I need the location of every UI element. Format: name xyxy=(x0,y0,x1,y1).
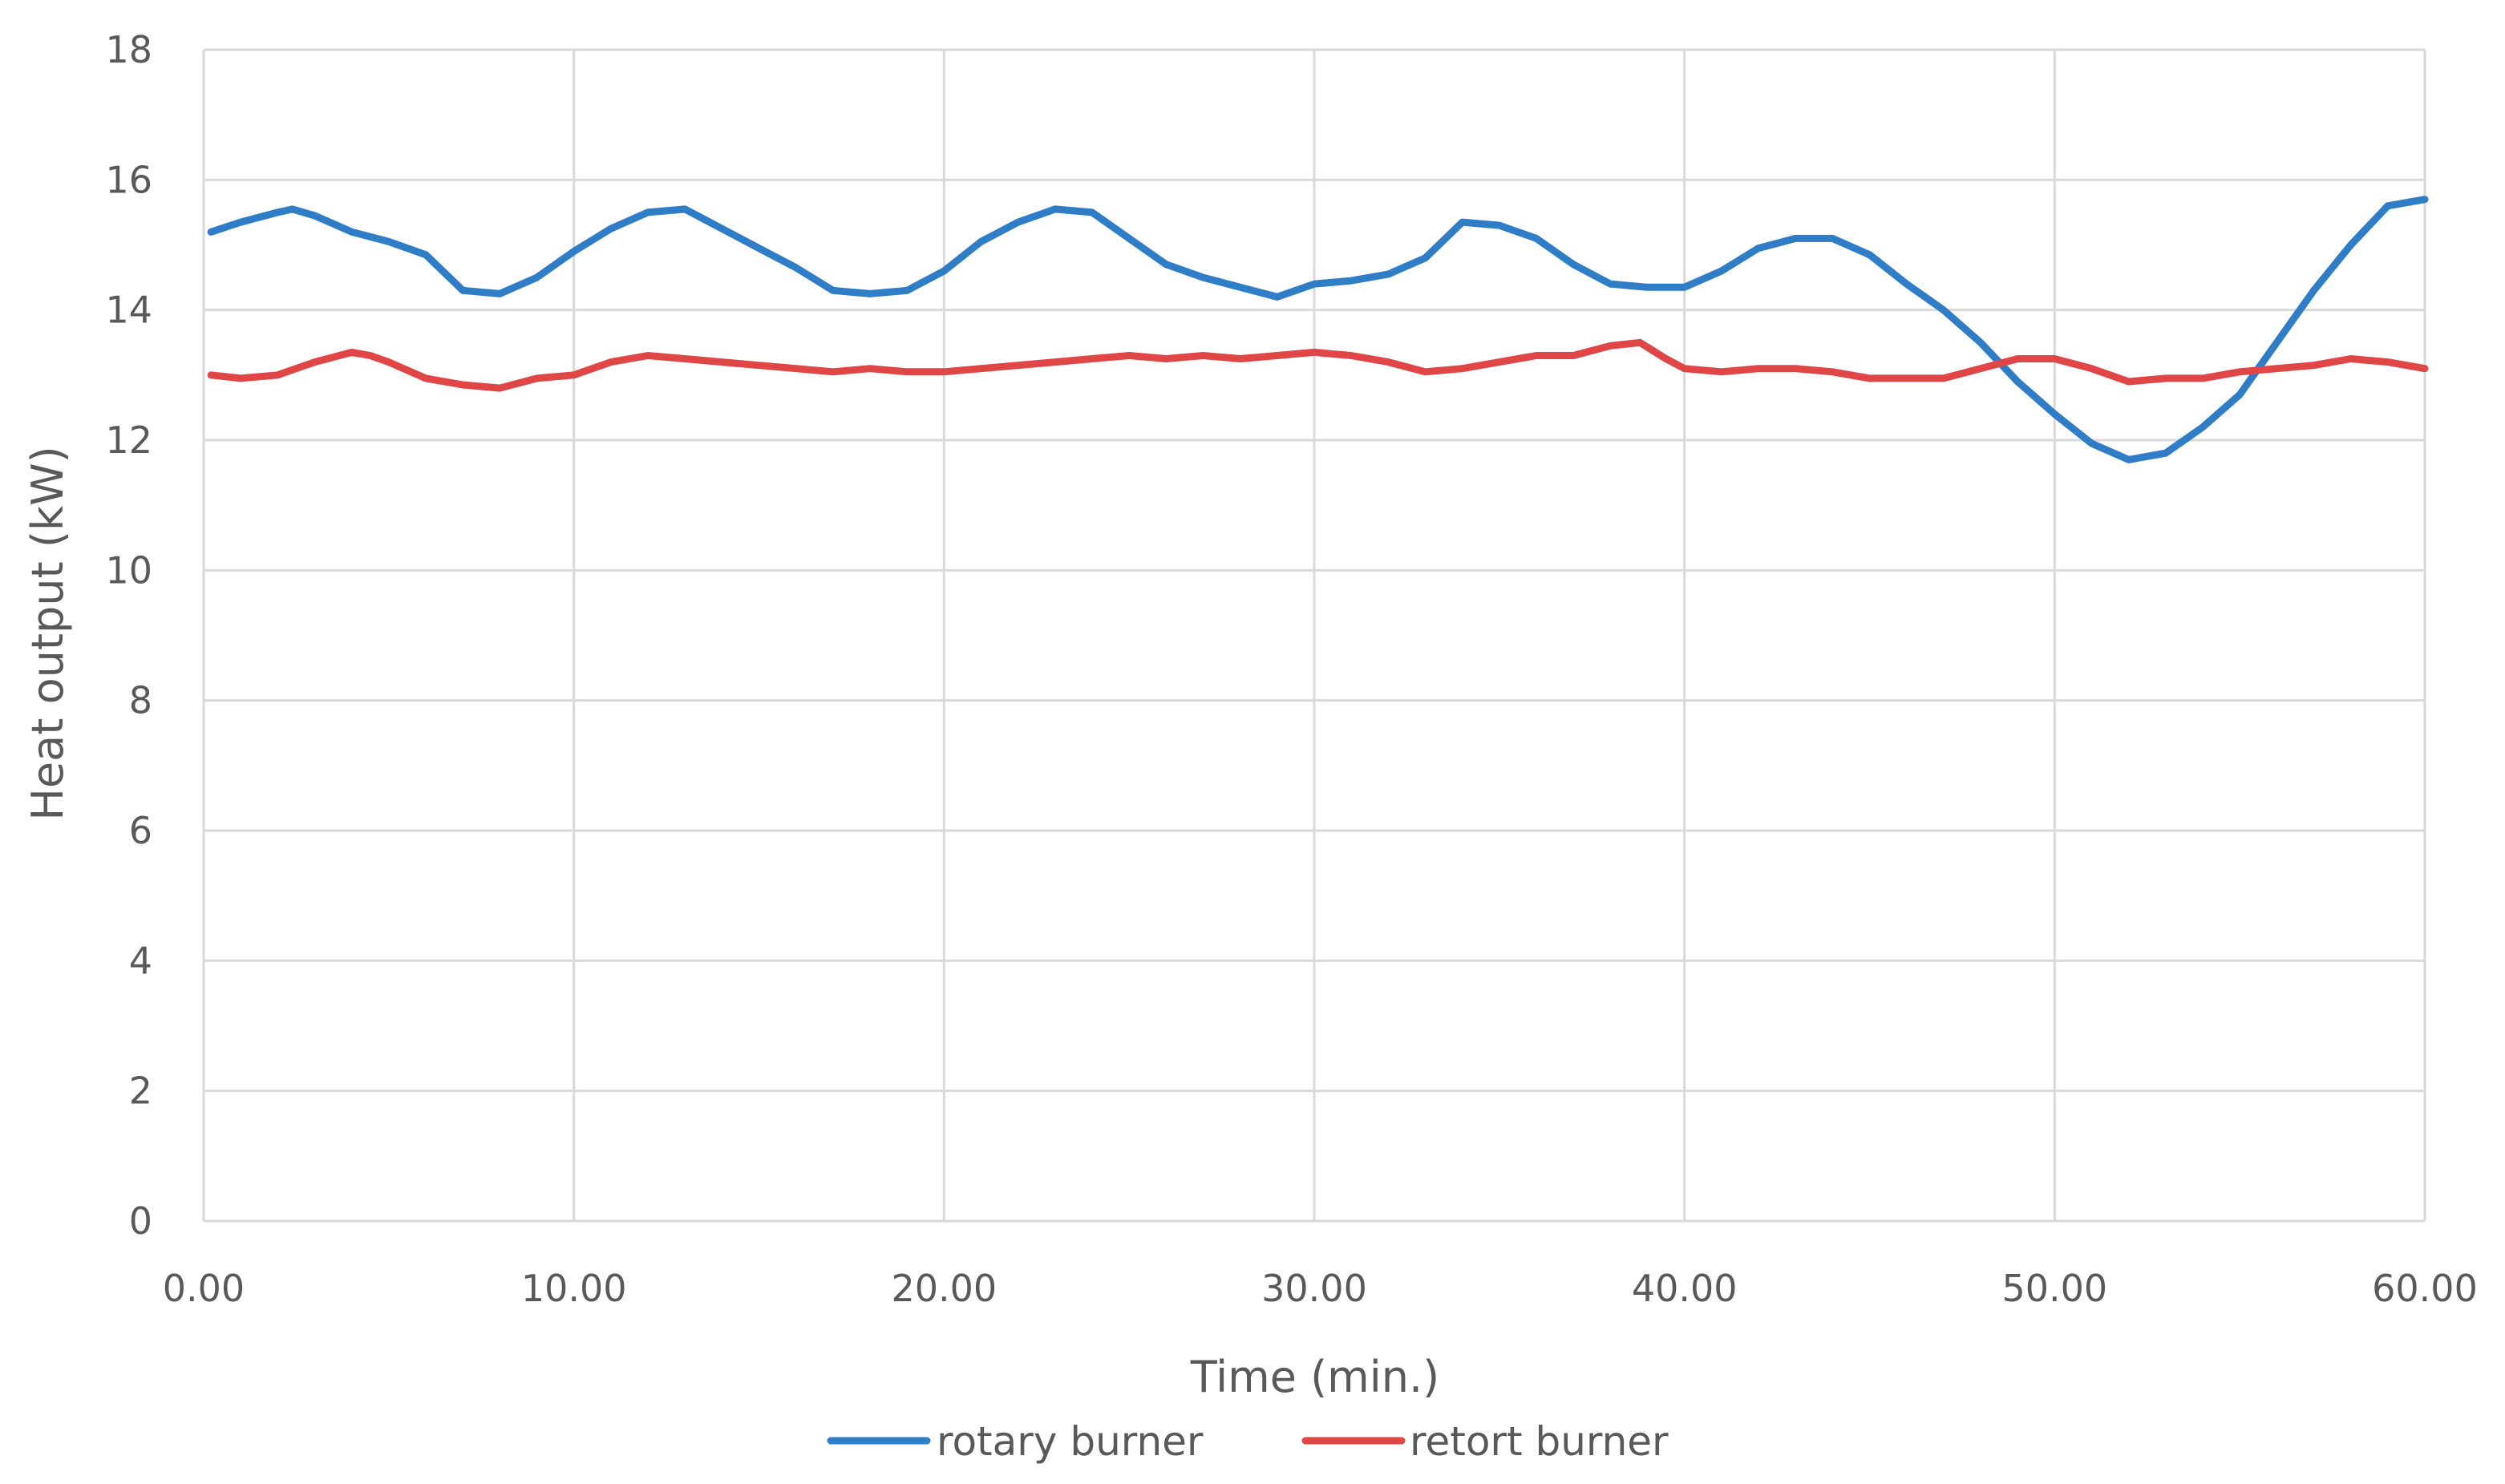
series-line-retort-burner xyxy=(207,338,2429,392)
x-tick-label: 10.00 xyxy=(521,1267,627,1310)
y-tick-label: 0 xyxy=(129,1199,152,1243)
grid xyxy=(202,48,2426,1223)
y-axis-tick-labels: 0 2 4 6 8 10 12 14 16 18 xyxy=(105,28,152,1243)
legend-label-rotary-burner: rotary burner xyxy=(937,1418,1204,1465)
x-tick-label: 0.00 xyxy=(163,1267,245,1310)
y-tick-label: 8 xyxy=(129,679,152,722)
y-tick-label: 6 xyxy=(129,809,152,852)
x-axis-tick-labels: 0.00 10.00 20.00 30.00 40.00 50.00 60.00 xyxy=(163,1267,2478,1310)
y-tick-label: 16 xyxy=(105,158,152,201)
series-line-rotary-burner xyxy=(207,196,2429,463)
x-tick-label: 60.00 xyxy=(2372,1267,2478,1310)
x-axis-title: Time (min.) xyxy=(1190,1352,1439,1402)
y-tick-label: 10 xyxy=(105,548,152,592)
x-tick-label: 40.00 xyxy=(1632,1267,1738,1310)
x-tick-label: 50.00 xyxy=(2001,1267,2107,1310)
y-tick-label: 2 xyxy=(129,1070,152,1113)
y-axis-title: Heat output (kW) xyxy=(22,446,73,820)
legend-label-retort-burner: retort burner xyxy=(1410,1418,1669,1465)
legend: rotary burner retort burner xyxy=(827,1418,1669,1465)
x-tick-label: 20.00 xyxy=(891,1267,997,1310)
y-tick-label: 18 xyxy=(105,28,152,71)
y-tick-label: 14 xyxy=(105,289,152,332)
x-tick-label: 30.00 xyxy=(1261,1267,1367,1310)
series-group xyxy=(207,196,2429,463)
y-tick-label: 4 xyxy=(129,939,152,982)
y-tick-label: 12 xyxy=(105,419,152,462)
